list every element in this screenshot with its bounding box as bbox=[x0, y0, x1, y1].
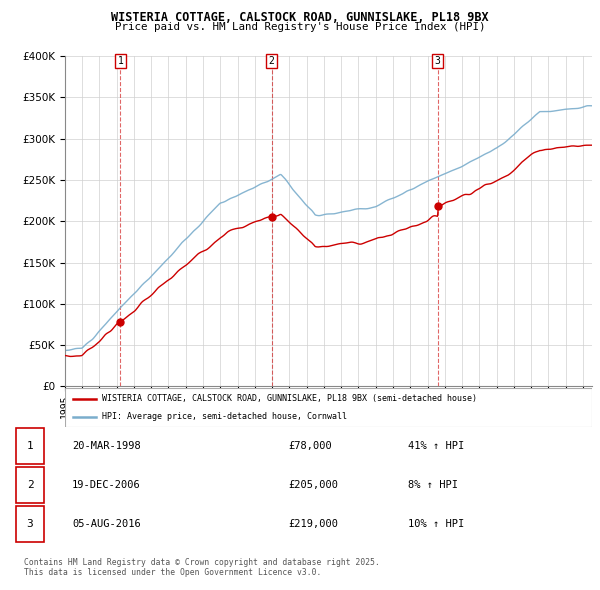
Text: Price paid vs. HM Land Registry's House Price Index (HPI): Price paid vs. HM Land Registry's House … bbox=[115, 22, 485, 32]
Text: HPI: Average price, semi-detached house, Cornwall: HPI: Average price, semi-detached house,… bbox=[101, 412, 347, 421]
FancyBboxPatch shape bbox=[16, 467, 44, 503]
Text: 3: 3 bbox=[26, 519, 34, 529]
Text: 8% ↑ HPI: 8% ↑ HPI bbox=[408, 480, 458, 490]
Text: 41% ↑ HPI: 41% ↑ HPI bbox=[408, 441, 464, 451]
Text: £219,000: £219,000 bbox=[288, 519, 338, 529]
Text: WISTERIA COTTAGE, CALSTOCK ROAD, GUNNISLAKE, PL18 9BX (semi-detached house): WISTERIA COTTAGE, CALSTOCK ROAD, GUNNISL… bbox=[101, 394, 476, 403]
Text: 10% ↑ HPI: 10% ↑ HPI bbox=[408, 519, 464, 529]
Text: 20-MAR-1998: 20-MAR-1998 bbox=[72, 441, 141, 451]
Text: 3: 3 bbox=[435, 56, 440, 66]
Text: 05-AUG-2016: 05-AUG-2016 bbox=[72, 519, 141, 529]
FancyBboxPatch shape bbox=[65, 388, 592, 427]
Text: 1: 1 bbox=[118, 56, 124, 66]
FancyBboxPatch shape bbox=[16, 428, 44, 464]
Text: 2: 2 bbox=[26, 480, 34, 490]
Text: Contains HM Land Registry data © Crown copyright and database right 2025.
This d: Contains HM Land Registry data © Crown c… bbox=[24, 558, 380, 577]
Text: 2: 2 bbox=[269, 56, 274, 66]
Text: £205,000: £205,000 bbox=[288, 480, 338, 490]
Text: £78,000: £78,000 bbox=[288, 441, 332, 451]
Text: 1: 1 bbox=[26, 441, 34, 451]
Text: 19-DEC-2006: 19-DEC-2006 bbox=[72, 480, 141, 490]
FancyBboxPatch shape bbox=[16, 506, 44, 542]
Text: WISTERIA COTTAGE, CALSTOCK ROAD, GUNNISLAKE, PL18 9BX: WISTERIA COTTAGE, CALSTOCK ROAD, GUNNISL… bbox=[111, 11, 489, 24]
